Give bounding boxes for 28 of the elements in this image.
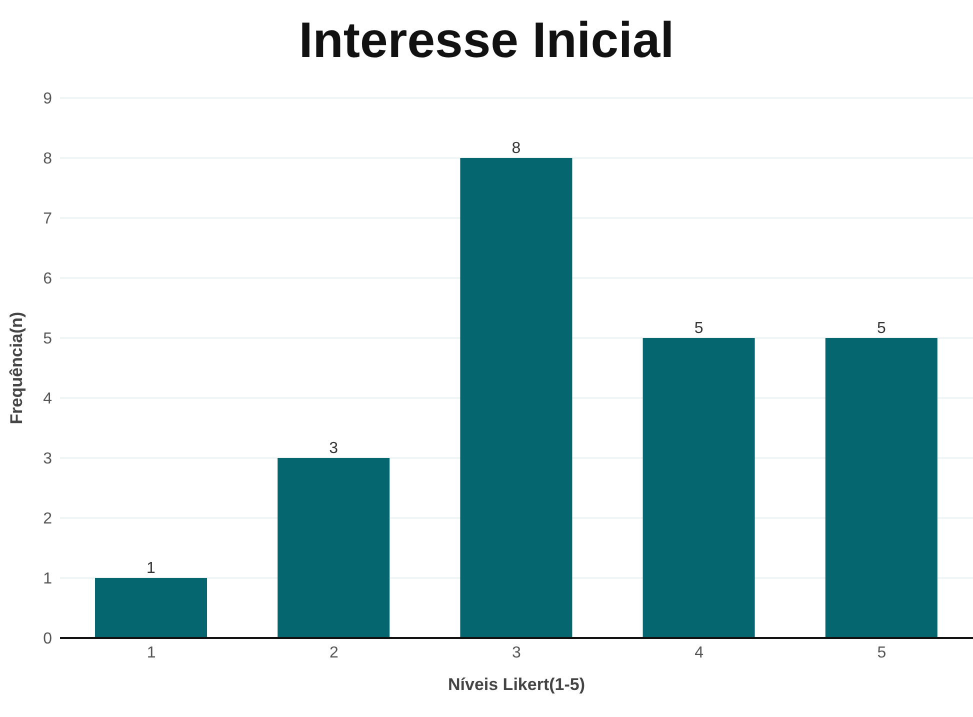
y-tick-label: 3 [43,450,52,468]
y-tick-label: 4 [43,390,52,408]
y-tick-label: 6 [43,270,52,288]
bar [642,338,755,638]
x-tick-label: 1 [146,644,156,662]
x-tick-label: 4 [694,644,704,662]
bar [825,338,938,638]
bar [278,458,390,638]
data-label: 1 [146,560,156,577]
x-tick-label: 3 [512,644,522,662]
y-tick-label: 5 [43,330,52,348]
data-label: 5 [876,320,886,337]
data-label: 8 [512,140,521,157]
y-tick-label: 0 [43,630,52,648]
x-axis-title: Níveis Likert(1-5) [448,675,585,694]
chart-title: Interesse Inicial [298,11,676,70]
bar [95,578,207,638]
data-label: 5 [694,320,704,337]
y-tick-label: 9 [43,90,52,108]
y-tick-label: 1 [43,570,52,588]
x-tick-label: 5 [877,644,886,662]
y-tick-label: 2 [43,510,52,528]
y-tick-label: 8 [43,150,52,168]
bar [460,158,572,638]
data-label: 3 [329,440,338,457]
y-tick-label: 7 [43,210,52,228]
x-tick-label: 2 [329,644,338,662]
y-axis-title: Frequência(n) [7,312,26,424]
